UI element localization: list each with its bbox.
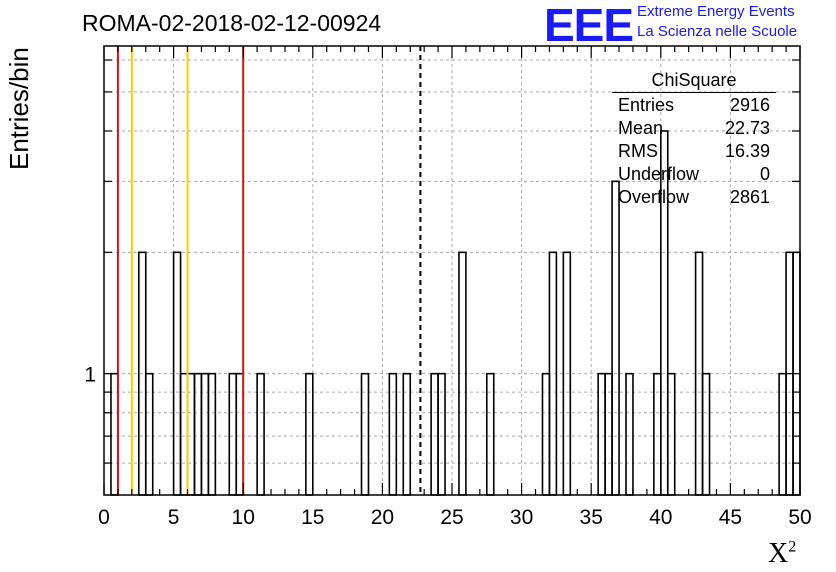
eee-logo: EEE bbox=[544, 0, 634, 51]
stats-label: Entries bbox=[618, 95, 675, 115]
x-tick-label: 5 bbox=[168, 506, 180, 529]
x-tick-label: 20 bbox=[371, 506, 394, 529]
logo-tagline-2: La Scienza nelle Scuole bbox=[637, 23, 798, 40]
stats-value: 0 bbox=[759, 164, 770, 184]
stats-value: 2916 bbox=[729, 95, 770, 115]
stats-value: 22.73 bbox=[724, 118, 770, 138]
y-tick-label: 1 bbox=[84, 364, 96, 387]
x-tick-label: 45 bbox=[719, 506, 742, 529]
stats-title: ChiSquare bbox=[612, 70, 776, 93]
run-title: ROMA-02-2018-02-12-00924 bbox=[82, 10, 382, 36]
stats-label: Underflow bbox=[618, 164, 700, 184]
stats-row-underflow: Underflow 0 bbox=[612, 163, 776, 186]
y-axis-ticks: 1 bbox=[84, 59, 800, 464]
y-axis-label: Entries/bin bbox=[4, 47, 34, 170]
reference-lines bbox=[116, 46, 422, 495]
x-tick-label: 0 bbox=[98, 506, 110, 529]
x-tick-label: 40 bbox=[649, 506, 672, 529]
grid-lines bbox=[104, 46, 800, 495]
x-tick-label: 30 bbox=[510, 506, 533, 529]
x-tick-label: 25 bbox=[440, 506, 463, 529]
stats-label: Mean bbox=[618, 118, 664, 138]
stats-row-entries: Entries 2916 bbox=[612, 94, 776, 117]
stats-box: ChiSquare Entries 2916 Mean 22.73 RMS 16… bbox=[612, 70, 776, 209]
x-tick-label: 15 bbox=[301, 506, 324, 529]
logo-tagline-1: Extreme Energy Events bbox=[637, 3, 795, 20]
stats-row-mean: Mean 22.73 bbox=[612, 117, 776, 140]
stats-value: 16.39 bbox=[724, 141, 770, 161]
stats-row-overflow: Overflow 2861 bbox=[612, 186, 776, 209]
x-axis-label: X2 bbox=[768, 538, 797, 569]
stats-label: Overflow bbox=[618, 187, 690, 207]
stats-label: RMS bbox=[618, 141, 658, 161]
x-tick-label: 50 bbox=[788, 506, 811, 529]
stats-row-rms: RMS 16.39 bbox=[612, 140, 776, 163]
stats-value: 2861 bbox=[729, 187, 770, 207]
x-tick-label: 35 bbox=[580, 506, 603, 529]
x-axis-ticks: 0 5 10 15 20 25 30 35 40 45 50 bbox=[98, 46, 812, 529]
histogram-bin bbox=[611, 180, 620, 496]
x-tick-label: 10 bbox=[232, 506, 255, 529]
